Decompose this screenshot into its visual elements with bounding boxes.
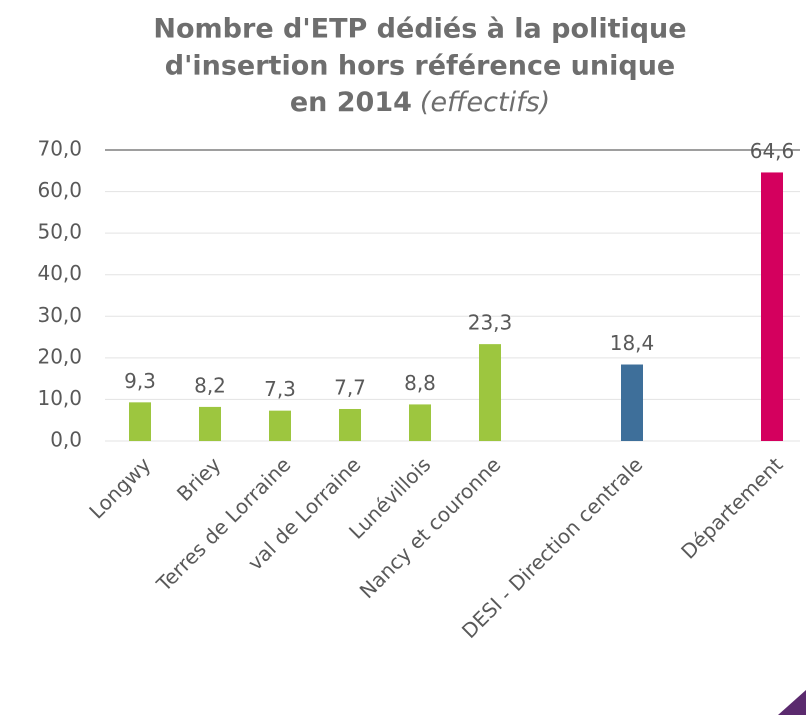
x-tick-label: Terres de Lorraine: [151, 452, 295, 596]
y-tick-label: 20,0: [37, 344, 82, 368]
bar: [339, 408, 361, 441]
x-tick-label: Département: [676, 452, 787, 563]
x-tick-label: Longwy: [84, 452, 155, 523]
chart-subtitle: (effectifs): [420, 87, 550, 118]
chart-title: d'insertion hors référence unique: [165, 51, 675, 82]
y-tick-label: 70,0: [37, 137, 82, 161]
y-tick-label: 60,0: [37, 178, 82, 202]
x-tick-label: Briey: [172, 452, 226, 506]
value-label: 9,3: [124, 369, 156, 393]
y-tick-label: 0,0: [50, 428, 82, 452]
x-tick-label: Nancy et couronne: [355, 452, 506, 603]
value-label: 8,8: [404, 371, 436, 395]
decoration: [778, 690, 806, 715]
bar: [269, 410, 291, 441]
value-label: 64,6: [750, 139, 795, 163]
value-label: 23,3: [468, 311, 513, 335]
bar: [129, 402, 151, 441]
bar: [199, 406, 221, 441]
chart-title: Nombre d'ETP dédiés à la politique: [153, 14, 686, 45]
y-tick-label: 40,0: [37, 261, 82, 285]
y-tick-label: 10,0: [37, 386, 82, 410]
bar: [479, 344, 501, 441]
chart-title: en 2014: [290, 87, 412, 118]
bar: [621, 364, 643, 441]
value-label: 7,7: [334, 375, 366, 399]
y-tick-label: 30,0: [37, 303, 82, 327]
value-label: 8,2: [194, 373, 226, 397]
value-label: 7,3: [264, 377, 296, 401]
value-label: 18,4: [610, 331, 655, 355]
bar: [409, 404, 431, 441]
y-tick-label: 50,0: [37, 220, 82, 244]
chart-title: en 2014 (effectifs): [290, 87, 550, 118]
bar: [761, 172, 783, 441]
